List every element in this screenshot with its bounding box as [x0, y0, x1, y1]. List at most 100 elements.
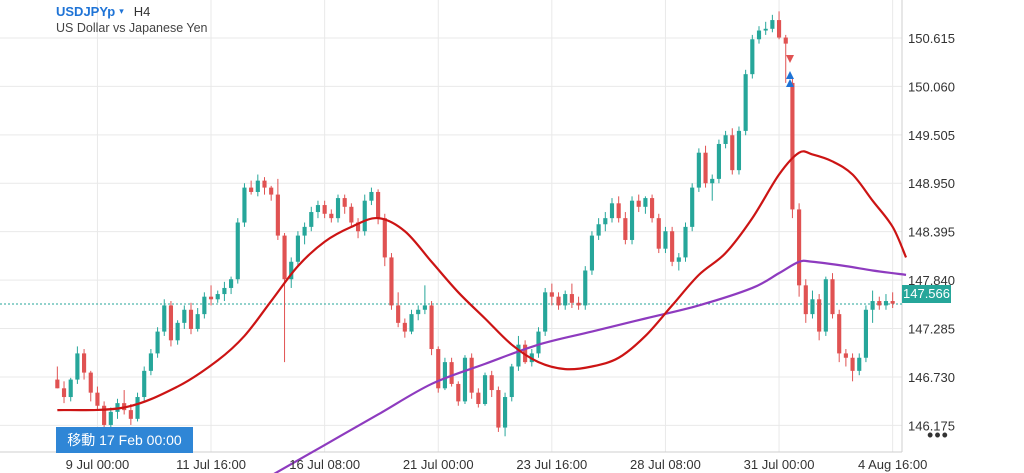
candle-up: [770, 14, 775, 33]
candle-down: [102, 401, 107, 432]
candle-down: [670, 226, 675, 267]
candle-up: [255, 174, 260, 197]
candle-up: [863, 305, 869, 363]
candle-up: [710, 174, 715, 201]
candle-body: [335, 198, 341, 219]
candle-body: [690, 187, 695, 227]
goto-date-button[interactable]: 移動 17 Feb 00:00: [56, 427, 193, 453]
candle-up: [696, 148, 701, 192]
candle-down: [456, 381, 461, 406]
candle-body: [803, 285, 808, 315]
candle-up: [516, 335, 521, 371]
candle-body: [863, 309, 869, 358]
candle-body: [456, 383, 461, 402]
candle-up: [202, 292, 207, 319]
candle-body: [576, 302, 581, 306]
candle-up: [362, 194, 367, 236]
y-tick-label: 146.730: [908, 370, 955, 385]
candle-body: [736, 130, 742, 171]
more-options-icon[interactable]: •••: [927, 425, 949, 445]
candle-up: [195, 308, 200, 332]
candle-body: [636, 200, 641, 207]
candle-body: [810, 299, 815, 315]
candle-down: [249, 180, 254, 195]
candle-body: [857, 357, 862, 371]
candle-up: [750, 34, 755, 79]
x-tick-label: 23 Jul 16:00: [516, 457, 587, 472]
candle-down: [790, 78, 795, 219]
candle-body: [476, 392, 481, 405]
x-tick-label: 21 Jul 00:00: [403, 457, 474, 472]
candle-body: [249, 187, 254, 192]
candle-up: [676, 253, 681, 271]
candle-body: [55, 379, 60, 389]
buy-arrow-icon: [786, 79, 794, 87]
candle-body: [770, 20, 775, 29]
candle-up: [857, 353, 862, 376]
candle-up: [883, 294, 889, 310]
candle-body: [262, 180, 267, 188]
candle-body: [429, 305, 434, 350]
candle-down: [322, 200, 327, 219]
candle-body: [102, 405, 107, 425]
candle-down: [355, 218, 361, 239]
candle-body: [402, 322, 407, 332]
candle-body: [797, 209, 802, 286]
candle-body: [756, 30, 762, 40]
candle-down: [402, 318, 407, 338]
candle-body: [81, 353, 87, 373]
candle-body: [883, 301, 889, 306]
candle-body: [743, 74, 748, 131]
candle-up: [422, 285, 427, 315]
symbol-name[interactable]: USDJPYp: [56, 4, 116, 19]
candle-down: [616, 196, 621, 223]
candle-up: [536, 327, 541, 358]
candle-down: [703, 145, 708, 188]
candle-body: [723, 135, 728, 144]
candle-up: [482, 372, 488, 406]
candle-down: [269, 185, 274, 201]
candle-body: [309, 212, 314, 227]
candle-up: [810, 290, 815, 319]
candle-down: [88, 370, 93, 402]
candle-up: [222, 281, 227, 302]
candle-down: [890, 292, 895, 309]
candle-body: [629, 200, 635, 240]
candle-up: [182, 305, 187, 329]
candle-body: [850, 357, 855, 371]
candle-down: [549, 283, 554, 306]
candle-down: [262, 177, 267, 195]
x-tick-label: 31 Jul 00:00: [744, 457, 815, 472]
candle-body: [890, 301, 895, 304]
y-tick-label: 147.840: [908, 273, 955, 288]
candle-body: [543, 292, 548, 332]
candle-body: [730, 135, 735, 171]
candle-down: [208, 285, 214, 306]
candle-down: [61, 381, 67, 404]
y-tick-label: 146.175: [908, 418, 955, 433]
candle-body: [549, 292, 554, 297]
candle-up: [68, 377, 73, 402]
chevron-down-icon[interactable]: ▾: [119, 6, 124, 16]
candle-body: [202, 296, 207, 315]
candle-up: [736, 126, 742, 175]
candle-body: [750, 39, 755, 75]
candle-up: [175, 320, 180, 345]
candle-body: [783, 37, 788, 44]
candle-down: [128, 404, 133, 425]
y-tick-label: 149.505: [908, 128, 955, 143]
candle-down: [636, 194, 641, 213]
candle-body: [215, 294, 220, 300]
candle-down: [730, 128, 735, 175]
candle-down: [783, 34, 788, 83]
candle-body: [315, 205, 321, 213]
candle-down: [817, 294, 822, 341]
candle-body: [302, 226, 307, 236]
candle-body: [843, 353, 848, 358]
candle-body: [502, 397, 508, 428]
y-tick-label: 148.395: [908, 225, 955, 240]
y-tick-label: 148.950: [908, 176, 955, 191]
candle-body: [817, 299, 822, 332]
candle-down: [55, 366, 60, 389]
